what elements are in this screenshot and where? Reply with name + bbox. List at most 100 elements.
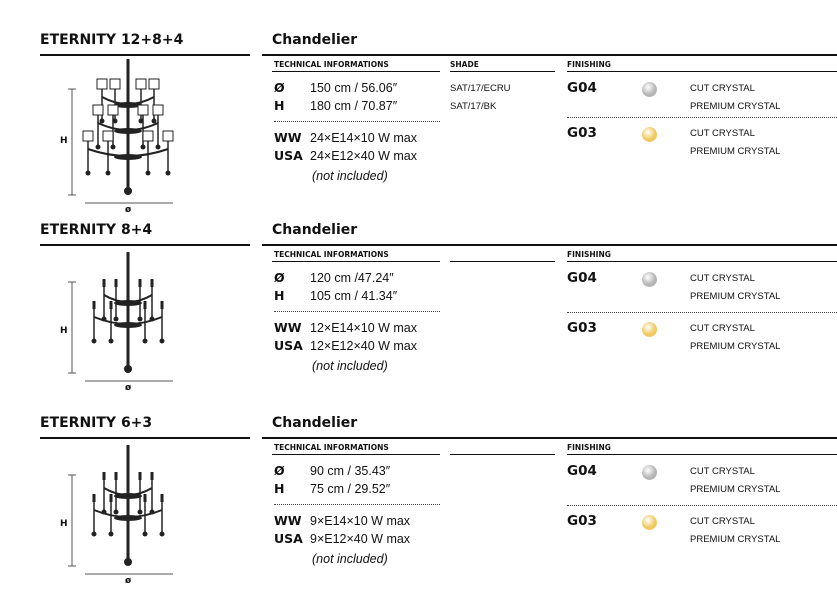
section-header: TECHNICAL INFORMATIONS xyxy=(274,60,389,69)
drawing-part xyxy=(91,338,97,344)
drawing-part xyxy=(92,494,96,502)
power-symbol: USA xyxy=(274,338,303,353)
finish-code: G03 xyxy=(567,125,597,141)
dotted-separator xyxy=(274,504,440,505)
power-note: (not included) xyxy=(312,359,388,373)
finish-name: CUT CRYSTAL xyxy=(690,466,755,477)
rule-line xyxy=(40,54,250,56)
finish-code: G03 xyxy=(567,320,597,336)
spec-symbol: H xyxy=(274,98,285,113)
spec-symbol: H xyxy=(274,481,285,496)
finish-name: PREMIUM CRYSTAL xyxy=(690,146,781,157)
drawing-part xyxy=(143,494,147,502)
height-label: H xyxy=(60,519,68,529)
chandelier-drawing xyxy=(68,59,174,204)
diameter-label: ø xyxy=(125,205,132,215)
drawing-part xyxy=(114,279,118,287)
drawing-part xyxy=(113,509,119,515)
rule-line xyxy=(272,454,440,455)
drawing-part xyxy=(114,102,142,108)
height-label: H xyxy=(60,136,68,146)
rule-line xyxy=(567,261,837,262)
drawing-part xyxy=(140,144,146,150)
drawing-part xyxy=(159,531,165,537)
finish-name: CUT CRYSTAL xyxy=(690,273,755,284)
finish-name: CUT CRYSTAL xyxy=(690,516,755,527)
drawing-part xyxy=(148,78,160,90)
product-type: Chandelier xyxy=(272,415,358,431)
drawing-part xyxy=(162,130,174,142)
rule-line xyxy=(567,454,837,455)
rule-line xyxy=(272,71,440,72)
finish-swatch xyxy=(642,465,657,480)
section-header: TECHNICAL INFORMATIONS xyxy=(274,250,389,259)
drawing-part xyxy=(124,558,132,566)
drawing-part xyxy=(143,301,147,309)
finish-swatch xyxy=(642,82,657,97)
dotted-separator xyxy=(567,505,837,506)
rule-line xyxy=(450,261,555,262)
rule-line xyxy=(450,454,555,455)
finish-code: G03 xyxy=(567,513,597,529)
rule-line xyxy=(567,71,837,72)
chandelier-drawing xyxy=(68,445,173,575)
power-symbol: WW xyxy=(274,513,302,528)
drawing-part xyxy=(114,154,142,160)
drawing-part xyxy=(113,316,119,322)
drawing-part xyxy=(82,130,94,142)
drawing-part xyxy=(124,187,132,195)
spec-value: 105 cm / 41.34″ xyxy=(310,289,398,303)
section-header: FINISHING xyxy=(567,60,611,69)
dotted-separator xyxy=(567,312,837,313)
drawing-part xyxy=(142,531,148,537)
drawing-part xyxy=(108,338,114,344)
spec-value: 120 cm /47.24″ xyxy=(310,271,394,285)
finish-name: PREMIUM CRYSTAL xyxy=(690,484,781,495)
rule-line xyxy=(450,71,555,72)
finish-name: CUT CRYSTAL xyxy=(690,323,755,334)
chandelier-drawing xyxy=(68,252,173,382)
drawing-part xyxy=(160,494,164,502)
drawing-part xyxy=(150,279,154,287)
drawing-part xyxy=(99,118,105,124)
spec-symbol: Ø xyxy=(274,463,285,478)
power-symbol: USA xyxy=(274,531,303,546)
power-value: 9×E12×40 W max xyxy=(310,532,411,546)
power-value: 24×E14×10 W max xyxy=(310,131,418,145)
drawing-part xyxy=(102,472,106,480)
finish-name: PREMIUM CRYSTAL xyxy=(690,291,781,302)
drawing-part xyxy=(138,472,142,480)
finish-name: CUT CRYSTAL xyxy=(690,83,755,94)
power-value: 24×E12×40 W max xyxy=(310,149,418,163)
drawing-part xyxy=(160,301,164,309)
drawing-part xyxy=(108,531,114,537)
drawing-part xyxy=(155,144,161,150)
drawing-part xyxy=(124,365,132,373)
spec-value: 180 cm / 70.87″ xyxy=(310,99,398,113)
diameter-label: ø xyxy=(125,383,132,393)
dotted-separator xyxy=(274,121,440,122)
finish-swatch xyxy=(642,272,657,287)
drawing-part xyxy=(114,300,142,306)
rule-line xyxy=(40,437,250,439)
finish-swatch xyxy=(642,322,657,337)
spec-value: 90 cm / 35.43″ xyxy=(310,464,391,478)
drawing-part xyxy=(114,128,142,134)
product-type: Chandelier xyxy=(272,32,358,48)
product-name: ETERNITY 6+3 xyxy=(40,415,153,431)
drawing-part xyxy=(114,472,118,480)
drawing-part xyxy=(109,78,121,90)
drawing-part xyxy=(137,104,149,116)
finish-swatch xyxy=(642,127,657,142)
rule-line xyxy=(272,261,440,262)
section-header: FINISHING xyxy=(567,443,611,452)
drawing-part xyxy=(109,494,113,502)
drawing-part xyxy=(91,531,97,537)
drawing-part xyxy=(92,104,104,116)
height-label: H xyxy=(60,326,68,336)
drawing-part xyxy=(109,301,113,309)
drawing-part xyxy=(150,472,154,480)
drawing-part xyxy=(151,118,157,124)
drawing-part xyxy=(142,338,148,344)
product-name: ETERNITY 8+4 xyxy=(40,222,153,238)
